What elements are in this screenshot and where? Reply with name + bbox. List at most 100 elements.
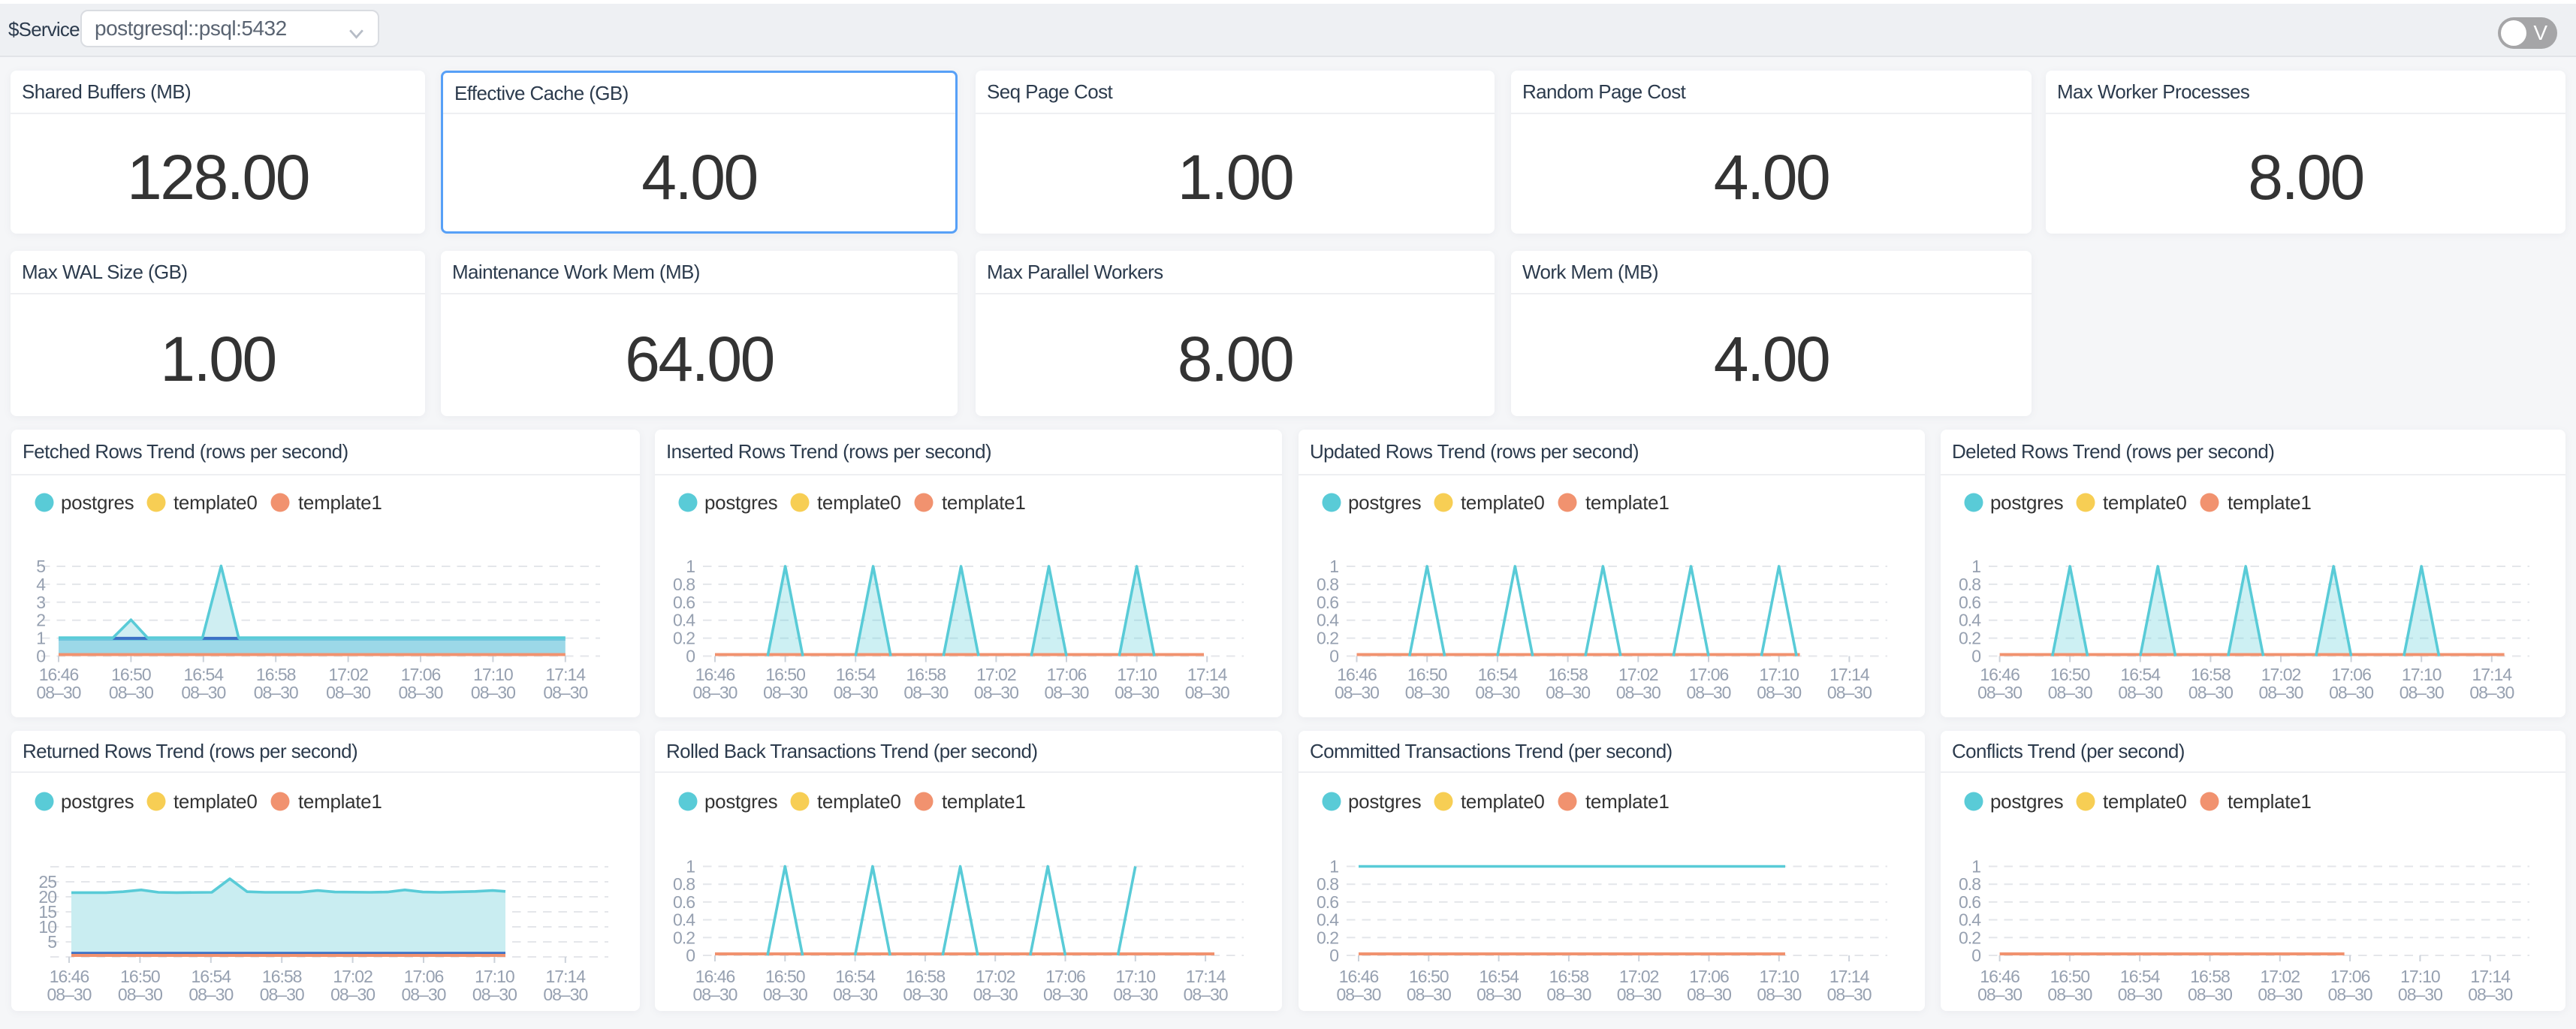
svg-text:08–30: 08–30 <box>1337 985 1381 1004</box>
svg-text:08–30: 08–30 <box>330 985 375 1004</box>
svg-text:16:54: 16:54 <box>835 967 876 986</box>
svg-text:0.6: 0.6 <box>673 892 695 912</box>
svg-text:17:10: 17:10 <box>1759 665 1799 684</box>
svg-text:0.8: 0.8 <box>1959 874 1980 894</box>
svg-text:17:14: 17:14 <box>1829 967 1870 986</box>
svg-text:0.4: 0.4 <box>673 611 695 630</box>
svg-text:0: 0 <box>1329 647 1338 666</box>
svg-text:16:54: 16:54 <box>1478 665 1519 684</box>
svg-text:08–30: 08–30 <box>2048 683 2092 702</box>
svg-text:template0: template0 <box>173 790 257 813</box>
svg-text:08–30: 08–30 <box>693 985 738 1004</box>
svg-text:16:50: 16:50 <box>765 665 805 684</box>
svg-text:16:58: 16:58 <box>2190 967 2230 986</box>
svg-text:template0: template0 <box>817 491 900 514</box>
svg-text:17:06: 17:06 <box>404 967 444 986</box>
svg-text:5: 5 <box>36 557 45 576</box>
svg-text:0.8: 0.8 <box>1959 575 1980 594</box>
svg-text:08–30: 08–30 <box>763 985 807 1004</box>
svg-text:template1: template1 <box>298 790 382 813</box>
svg-text:17:06: 17:06 <box>1045 967 1085 986</box>
svg-text:16:58: 16:58 <box>906 967 946 986</box>
svg-text:16:46: 16:46 <box>1339 967 1379 986</box>
svg-text:postgres: postgres <box>1348 491 1422 514</box>
svg-text:template0: template0 <box>1461 790 1544 813</box>
svg-text:template0: template0 <box>817 790 900 813</box>
svg-text:0: 0 <box>1971 946 1980 965</box>
svg-text:17:02: 17:02 <box>333 967 373 986</box>
svg-text:1: 1 <box>1971 557 1980 576</box>
svg-text:17:14: 17:14 <box>1187 665 1228 684</box>
svg-text:17:06: 17:06 <box>2331 665 2371 684</box>
svg-text:10: 10 <box>38 917 56 937</box>
svg-text:0.8: 0.8 <box>673 874 695 894</box>
svg-text:08–30: 08–30 <box>1757 985 1801 1004</box>
svg-text:0.4: 0.4 <box>1317 910 1339 930</box>
svg-text:postgres: postgres <box>704 790 778 813</box>
svg-text:1: 1 <box>686 557 695 576</box>
svg-text:08–30: 08–30 <box>1113 985 1157 1004</box>
svg-text:1: 1 <box>1329 557 1338 576</box>
svg-text:08–30: 08–30 <box>1405 683 1449 702</box>
svg-text:17:10: 17:10 <box>475 967 514 986</box>
svg-text:16:46: 16:46 <box>39 665 79 684</box>
svg-text:postgres: postgres <box>1348 790 1422 813</box>
svg-text:2: 2 <box>36 611 45 630</box>
svg-text:template0: template0 <box>173 491 257 514</box>
svg-text:16:50: 16:50 <box>1409 967 1449 986</box>
svg-text:postgres: postgres <box>61 790 134 813</box>
svg-text:08–30: 08–30 <box>2469 683 2514 702</box>
svg-text:08–30: 08–30 <box>1687 985 1731 1004</box>
svg-text:08–30: 08–30 <box>2259 683 2303 702</box>
svg-text:17:14: 17:14 <box>1186 967 1226 986</box>
svg-text:08–30: 08–30 <box>2188 985 2232 1004</box>
svg-text:17:06: 17:06 <box>1689 967 1729 986</box>
svg-text:0.4: 0.4 <box>1959 611 1981 630</box>
svg-text:08–30: 08–30 <box>399 683 443 702</box>
svg-text:template1: template1 <box>2228 491 2311 514</box>
svg-text:16:50: 16:50 <box>2050 967 2090 986</box>
svg-text:0.2: 0.2 <box>1959 928 1980 947</box>
svg-text:16:58: 16:58 <box>1548 665 1588 684</box>
svg-text:postgres: postgres <box>704 491 778 514</box>
svg-text:25: 25 <box>38 872 56 892</box>
svg-text:0.6: 0.6 <box>1959 892 1980 912</box>
svg-text:1: 1 <box>36 629 45 648</box>
svg-text:17:14: 17:14 <box>546 967 587 986</box>
svg-text:08–30: 08–30 <box>1827 683 1872 702</box>
svg-text:1: 1 <box>686 857 695 877</box>
svg-text:0.4: 0.4 <box>673 910 695 930</box>
svg-text:08–30: 08–30 <box>254 683 298 702</box>
svg-text:0.2: 0.2 <box>673 928 695 947</box>
svg-text:0: 0 <box>686 647 695 666</box>
svg-text:17:02: 17:02 <box>976 967 1015 986</box>
svg-text:17:02: 17:02 <box>1619 967 1659 986</box>
svg-text:08–30: 08–30 <box>2329 683 2373 702</box>
svg-text:0.6: 0.6 <box>1317 593 1338 612</box>
svg-text:0.2: 0.2 <box>1959 629 1980 648</box>
svg-text:16:46: 16:46 <box>695 967 735 986</box>
svg-text:08–30: 08–30 <box>1115 683 1159 702</box>
svg-text:17:02: 17:02 <box>2261 967 2300 986</box>
svg-text:0.4: 0.4 <box>1959 910 1981 930</box>
svg-text:08–30: 08–30 <box>1045 683 1089 702</box>
svg-text:17:02: 17:02 <box>2261 665 2301 684</box>
svg-text:template1: template1 <box>2228 790 2311 813</box>
svg-text:17:06: 17:06 <box>401 665 441 684</box>
svg-text:08–30: 08–30 <box>2398 985 2442 1004</box>
svg-text:template0: template0 <box>2103 491 2186 514</box>
svg-text:17:14: 17:14 <box>2472 665 2513 684</box>
svg-text:08–30: 08–30 <box>1977 985 2022 1004</box>
svg-text:08–30: 08–30 <box>2047 985 2092 1004</box>
svg-text:0.6: 0.6 <box>673 593 695 612</box>
svg-text:3: 3 <box>36 593 45 612</box>
svg-text:08–30: 08–30 <box>1475 683 1519 702</box>
svg-text:16:50: 16:50 <box>111 665 151 684</box>
svg-text:08–30: 08–30 <box>1407 985 1451 1004</box>
svg-text:17:10: 17:10 <box>2400 967 2440 986</box>
svg-text:16:58: 16:58 <box>906 665 946 684</box>
svg-text:08–30: 08–30 <box>1546 683 1590 702</box>
svg-text:template1: template1 <box>942 790 1025 813</box>
svg-text:16:54: 16:54 <box>2120 967 2161 986</box>
svg-text:08–30: 08–30 <box>1335 683 1379 702</box>
